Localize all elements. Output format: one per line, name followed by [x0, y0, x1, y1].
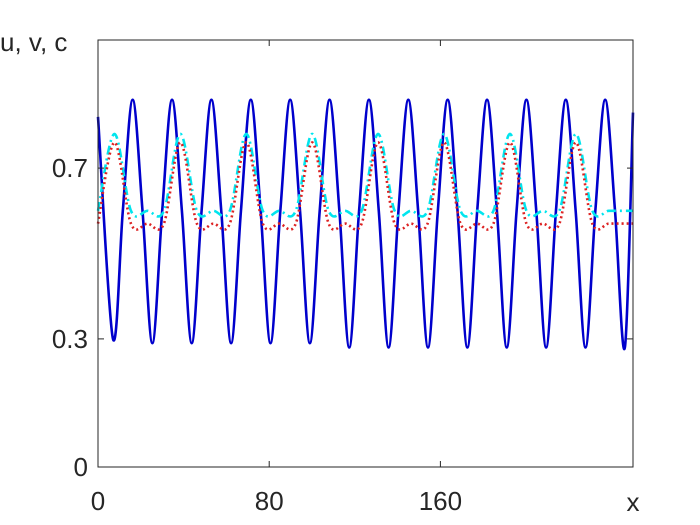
x-tick-label: 160 [419, 486, 462, 516]
tick-layer: 0 80 160 0 0.3 0.7 [52, 40, 633, 516]
x-tick-label: 80 [255, 486, 284, 516]
x-axis-label: x [627, 487, 640, 517]
series-line-3 [96, 141, 633, 231]
y-axis-label: u, v, c [0, 27, 67, 57]
x-tick-label: 0 [91, 486, 105, 516]
y-tick-label: 0.7 [52, 153, 88, 183]
y-tick-label: 0 [74, 452, 88, 482]
series-layer [96, 98, 635, 351]
y-tick-label: 0.3 [52, 324, 88, 354]
plot-area-frame [97, 39, 634, 468]
series-line-1 [96, 98, 635, 351]
